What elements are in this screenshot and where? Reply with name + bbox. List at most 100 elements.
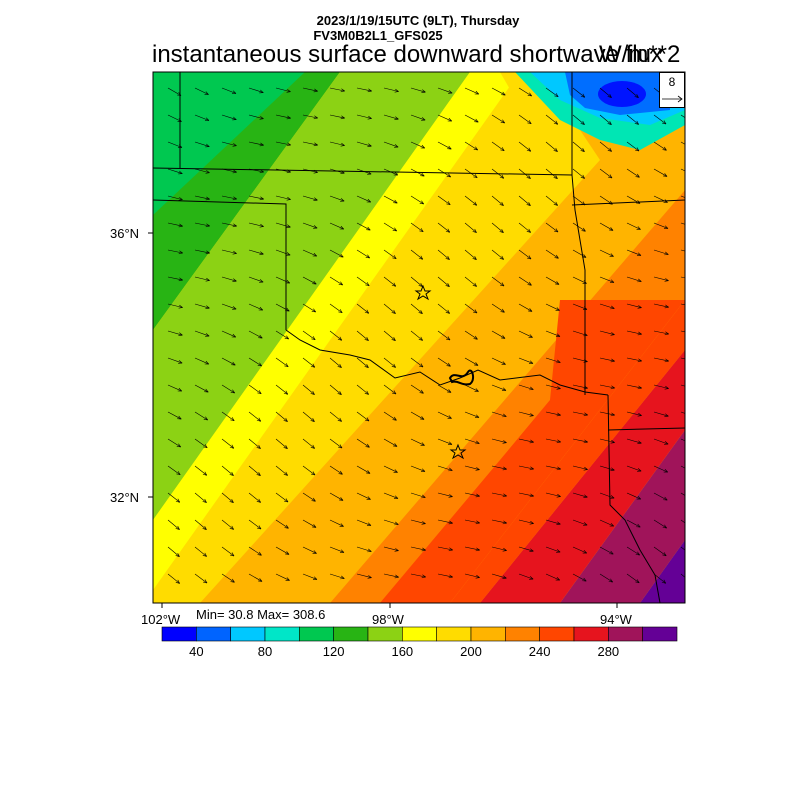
wind-arrow-icon xyxy=(275,357,289,368)
wind-arrow-icon xyxy=(491,114,505,124)
wind-arrow-icon xyxy=(599,276,615,283)
wind-arrow-icon xyxy=(167,276,183,282)
wind-arrow-icon xyxy=(329,411,342,422)
wind-arrow-icon xyxy=(491,573,507,579)
wind-arrow-icon xyxy=(221,222,237,228)
wind-arrow-icon xyxy=(626,492,641,500)
wind-arrow-icon xyxy=(383,87,399,93)
wind-arrow-icon xyxy=(545,546,561,553)
wind-arrow-icon xyxy=(545,465,561,471)
wind-arrow-icon xyxy=(329,114,345,120)
wind-arrow-icon xyxy=(464,546,480,552)
wind-arrow-icon xyxy=(221,195,237,201)
wind-arrow-icon xyxy=(194,276,210,282)
wind-arrow-icon xyxy=(599,492,615,499)
wind-arrow-icon xyxy=(491,384,507,391)
wind-arrow-icon xyxy=(410,357,424,368)
wind-arrow-icon xyxy=(680,573,685,578)
band-blue-dark xyxy=(598,81,646,107)
wind-arrow-icon xyxy=(194,357,209,365)
wind-arrow-icon xyxy=(194,438,208,449)
wind-arrow-icon xyxy=(680,357,685,360)
wind-arrow-icon xyxy=(599,357,615,363)
wind-arrow-icon xyxy=(626,330,642,336)
colorbar-swatch xyxy=(436,626,472,642)
wind-arrow-icon xyxy=(248,384,262,395)
wind-arrow-icon xyxy=(491,276,505,287)
colorbar-swatch xyxy=(333,626,369,642)
wind-arrow-icon xyxy=(167,519,180,530)
wind-arrow-icon xyxy=(653,249,669,256)
wind-arrow-icon xyxy=(491,438,507,444)
min-max-readout: Min= 30.8 Max= 308.6 xyxy=(196,607,326,622)
lon-label-94: 94°W xyxy=(600,612,632,627)
band-green xyxy=(153,72,305,215)
map-frame xyxy=(152,71,686,604)
wind-arrow-icon xyxy=(302,573,318,580)
louisiana-border xyxy=(607,427,686,431)
wind-arrow-icon xyxy=(545,330,561,337)
colorbar-swatch xyxy=(573,626,609,642)
wind-arrow-icon xyxy=(167,222,183,228)
oklahoma-city-star-icon xyxy=(414,284,432,301)
wind-arrow-icon xyxy=(194,330,210,337)
wind-arrow-icon xyxy=(680,195,685,198)
wind-arrow-icon xyxy=(221,384,235,394)
wind-arrow-icon xyxy=(383,573,399,579)
wind-arrow-icon xyxy=(653,168,668,177)
wind-arrow-icon xyxy=(491,411,507,418)
wind-arrow-icon xyxy=(221,276,237,282)
wind-arrow-icon xyxy=(599,573,613,583)
wind-arrow-icon xyxy=(356,114,372,120)
model-line: FV3M0B2L1_GFS025 xyxy=(313,28,443,43)
wind-arrow-icon xyxy=(383,438,398,447)
wind-arrow-icon xyxy=(626,546,640,556)
wind-arrow-icon xyxy=(572,519,588,526)
wind-arrow-icon xyxy=(518,411,534,417)
wind-arrow-icon xyxy=(167,357,183,364)
wind-arrow-icon xyxy=(302,465,316,476)
wind-arrow-icon xyxy=(167,465,181,476)
wind-arrow-icon xyxy=(194,546,207,557)
band-maroon xyxy=(560,430,685,603)
wind-arrow-icon xyxy=(248,276,264,283)
wind-arrow-icon xyxy=(167,492,181,503)
wind-arrow-icon xyxy=(545,492,561,498)
band-purple xyxy=(640,540,685,603)
wind-arrow-icon xyxy=(572,492,588,498)
lat-label-32: 32°N xyxy=(110,490,140,505)
wind-arrow-icon xyxy=(194,114,210,121)
map-title: instantaneous surface downward shortwave… xyxy=(152,41,663,68)
wind-arrow-icon xyxy=(329,357,342,368)
wind-arrow-icon xyxy=(329,249,344,258)
wind-arrow-icon xyxy=(194,168,210,174)
wind-arrow-icon xyxy=(653,357,669,363)
wind-arrow-icon xyxy=(410,438,425,446)
colorbar-swatch xyxy=(642,626,678,642)
wind-arrow-icon xyxy=(248,330,263,339)
wind-arrow-icon xyxy=(383,276,397,287)
wind-arrow-icon xyxy=(302,384,315,395)
wind-arrow-icon xyxy=(356,519,372,526)
wind-arrow-icon xyxy=(518,384,534,391)
wind-arrow-icon xyxy=(653,114,667,125)
wind-arrow-icon xyxy=(518,519,534,525)
wind-arrow-icon xyxy=(491,492,507,498)
wind-arrow-icon xyxy=(221,303,237,310)
colorbar-swatch xyxy=(264,626,300,642)
wind-arrow-icon xyxy=(491,519,507,525)
wind-arrow-icon xyxy=(599,546,614,555)
wind-arrow-icon xyxy=(167,384,182,392)
lon-label-102: 102°W xyxy=(141,612,181,627)
state-borders xyxy=(152,72,686,604)
wind-arrow-icon xyxy=(329,276,343,286)
wind-arrow-icon xyxy=(491,546,507,552)
wind-arrow-icon xyxy=(329,492,344,501)
wind-arrow-icon xyxy=(572,465,588,471)
wind-arrow-icon xyxy=(680,465,685,469)
band-red-orange-2 xyxy=(450,300,685,603)
wind-arrow-icon xyxy=(356,249,370,259)
wind-arrow-icon xyxy=(356,573,372,579)
wind-arrow-icon xyxy=(572,573,587,582)
wind-arrow-icon xyxy=(356,330,369,341)
